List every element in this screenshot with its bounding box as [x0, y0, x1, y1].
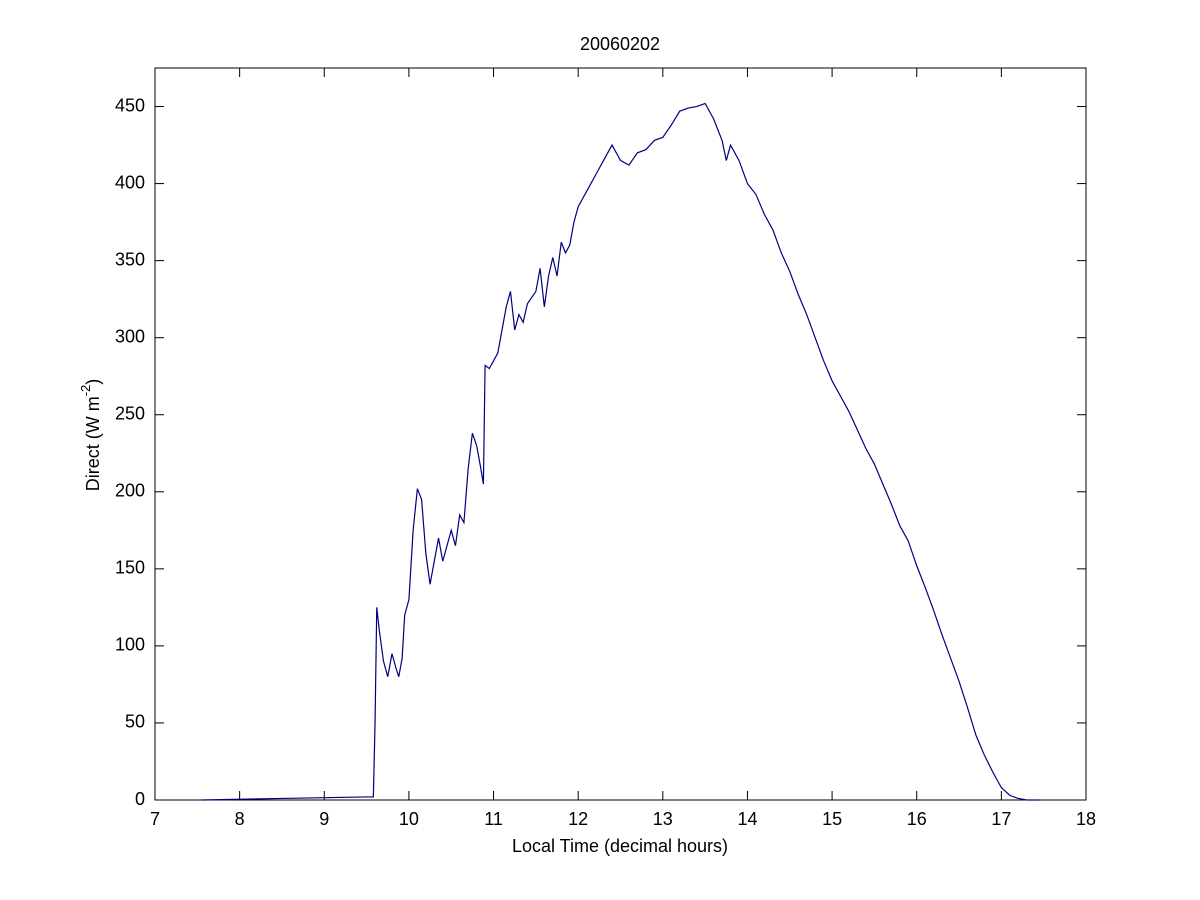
x-tick-label: 14	[737, 809, 757, 829]
y-axis-label: Direct (W m-2)	[78, 379, 102, 492]
y-axis-label-base: Direct (W m	[83, 396, 103, 491]
y-axis-label-superscript: -2	[78, 385, 93, 397]
x-tick-label: 15	[822, 809, 842, 829]
x-axis-label: Local Time (decimal hours)	[512, 836, 728, 856]
x-tick-label: 12	[568, 809, 588, 829]
y-tick-label: 300	[115, 326, 145, 346]
x-tick-label: 17	[991, 809, 1011, 829]
x-tick-label: 13	[653, 809, 673, 829]
x-tick-label: 11	[484, 809, 503, 829]
x-tick-label: 16	[907, 809, 927, 829]
y-tick-label: 250	[115, 403, 145, 423]
x-tick-label: 9	[319, 809, 329, 829]
x-tick-label: 18	[1076, 809, 1096, 829]
data-line	[201, 102, 1040, 801]
plot-area	[154, 67, 1087, 801]
chart-title: 20060202	[580, 34, 660, 54]
y-tick-label: 150	[115, 558, 145, 578]
x-tick-label: 7	[150, 809, 160, 829]
x-tick-label: 8	[235, 809, 245, 829]
x-tick-label: 10	[399, 809, 419, 829]
y-tick-label: 0	[135, 789, 145, 809]
y-tick-label: 50	[125, 712, 145, 732]
y-tick-label: 100	[115, 635, 145, 655]
y-axis-label-suffix: )	[83, 379, 103, 385]
y-tick-label: 350	[115, 249, 145, 269]
y-tick-label: 450	[115, 95, 145, 115]
y-tick-label: 200	[115, 481, 145, 501]
y-tick-label: 400	[115, 172, 145, 192]
